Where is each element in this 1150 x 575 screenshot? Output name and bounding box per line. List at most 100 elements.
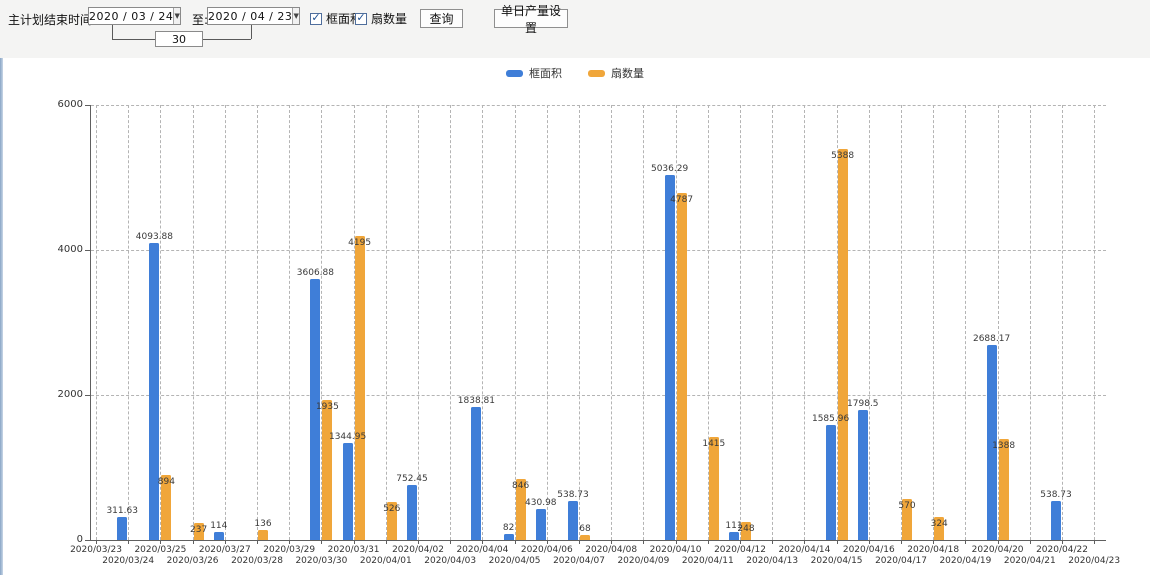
- bar-fan-count: [708, 437, 719, 540]
- frame-area-checkbox-label: 框面积: [326, 12, 363, 26]
- y-tick-label: 0: [76, 534, 83, 545]
- x-axis-tick: [643, 540, 645, 544]
- x-axis-tick: [611, 540, 613, 544]
- x-axis-tick: [868, 540, 870, 544]
- checkbox-frame-area[interactable]: ✓ 框面积: [310, 10, 362, 27]
- x-axis-tick: [257, 540, 258, 544]
- bar-fan-count: [741, 522, 751, 540]
- to-label: 至:: [192, 13, 209, 27]
- bar-fan-count: [386, 501, 397, 540]
- bracket-left-vertical: [112, 25, 113, 39]
- bar-value-label: 1388: [992, 441, 1016, 452]
- x-tick-label: 2020/04/09: [617, 556, 670, 566]
- bar-value-label: 324: [930, 518, 948, 529]
- x-gridline: [965, 105, 967, 540]
- y-tick-label: 4000: [57, 244, 83, 255]
- bar-value-label: 570: [898, 500, 916, 511]
- x-gridline: [579, 105, 580, 540]
- frame-area-checkbox-box[interactable]: ✓: [310, 12, 322, 25]
- date-to-dropdown-icon[interactable]: ▼: [292, 8, 299, 24]
- x-gridline: [1062, 105, 1063, 540]
- x-tick-label: 2020/03/30: [295, 556, 348, 566]
- x-tick-label: 2020/04/18: [907, 545, 960, 555]
- x-tick-label: 2020/03/26: [166, 556, 219, 566]
- days-between-input[interactable]: 30: [155, 31, 203, 47]
- bar-value-label: 237: [190, 524, 208, 535]
- x-axis-tick: [1062, 540, 1063, 544]
- x-tick-label: 2020/04/16: [842, 545, 895, 555]
- x-axis-tick: [546, 540, 548, 544]
- x-axis-tick: [772, 540, 774, 544]
- bar-value-label: 526: [383, 503, 401, 514]
- x-tick-label: 2020/04/14: [778, 545, 831, 555]
- bar-frame-area: [535, 508, 546, 540]
- fan-count-checkbox-box[interactable]: ✓: [355, 12, 367, 25]
- x-gridline: [160, 105, 162, 540]
- bar-fan-count: [837, 149, 848, 540]
- x-axis-tick: [1029, 540, 1031, 544]
- x-axis-tick: [418, 540, 419, 544]
- x-axis-tick: [224, 540, 226, 544]
- date-from-dropdown-icon[interactable]: ▼: [173, 8, 180, 24]
- x-gridline: [224, 105, 226, 540]
- daily-output-settings-button[interactable]: 单日产量设置: [494, 4, 568, 35]
- bar-value-label: 4787: [670, 194, 694, 205]
- x-tick-label: 2020/04/12: [714, 545, 766, 555]
- legend-label-fan-count: 扇数量: [611, 67, 644, 80]
- x-tick-label: 2020/04/13: [746, 556, 799, 566]
- x-axis-tick: [579, 540, 580, 544]
- legend-item-frame-area[interactable]: 框面积: [506, 65, 562, 81]
- bar-fan-count: [193, 522, 204, 540]
- date-to-picker[interactable]: 2020 / 04 / 23 ▼: [207, 7, 300, 25]
- toolbar: 主计划结束时间: 2020 / 03 / 24 ▼ 至: 2020 / 04 /…: [0, 0, 1150, 58]
- query-button[interactable]: 查询: [420, 9, 463, 28]
- date-from-picker[interactable]: 2020 / 03 / 24 ▼: [88, 7, 181, 25]
- fan-count-checkbox-label: 扇数量: [371, 12, 408, 26]
- x-gridline: [482, 105, 484, 540]
- x-axis-tick: [836, 540, 838, 544]
- x-gridline: [385, 105, 387, 540]
- x-gridline: [128, 105, 130, 540]
- date-to-value[interactable]: 2020 / 04 / 23: [208, 9, 293, 23]
- bar-value-label: 1798.5: [847, 398, 879, 409]
- bar-value-label: 430.98: [525, 497, 557, 508]
- bar-value-label: 1935: [315, 401, 339, 412]
- x-gridline: [96, 105, 97, 540]
- x-axis-tick: [385, 540, 387, 544]
- window-left-edge: [0, 0, 3, 575]
- x-tick-label: 2020/04/15: [810, 556, 863, 566]
- bar-value-label: 114: [210, 520, 228, 531]
- x-gridline: [997, 105, 999, 540]
- bar-value-label: 1415: [702, 439, 726, 450]
- y-axis-tick: [85, 395, 90, 396]
- x-tick-label: 2020/03/31: [327, 545, 380, 555]
- legend-swatch-frame-area: [506, 69, 523, 77]
- x-gridline: [1094, 105, 1096, 540]
- x-tick-label: 2020/04/10: [649, 545, 702, 555]
- bar-frame-area: [342, 442, 353, 540]
- x-tick-label: 2020/04/06: [520, 545, 573, 555]
- bar-value-label: 846: [512, 480, 530, 491]
- x-tick-label: 2020/04/20: [971, 545, 1024, 555]
- x-gridline: [740, 105, 741, 540]
- date-from-value[interactable]: 2020 / 03 / 24: [89, 9, 174, 23]
- x-tick-label: 2020/03/24: [102, 556, 155, 566]
- bar-frame-area: [986, 345, 997, 540]
- x-gridline: [321, 105, 323, 540]
- x-tick-label: 2020/04/19: [939, 556, 992, 566]
- x-axis-tick: [514, 540, 516, 544]
- checkbox-fan-count[interactable]: ✓ 扇数量: [355, 10, 407, 27]
- bracket-left-horizontal: [112, 39, 155, 40]
- y-gridline: [91, 250, 1106, 251]
- x-gridline: [546, 105, 548, 540]
- x-gridline: [353, 105, 355, 540]
- x-tick-label: 2020/03/25: [134, 545, 187, 555]
- bar-value-label: 248: [737, 524, 755, 535]
- bar-frame-area: [825, 425, 836, 540]
- bar-frame-area: [664, 174, 675, 540]
- x-tick-label: 2020/03/28: [231, 556, 283, 566]
- bar-frame-area: [568, 500, 578, 540]
- x-axis-tick: [740, 540, 741, 544]
- x-tick-label: 2020/03/27: [198, 545, 251, 555]
- legend-item-fan-count[interactable]: 扇数量: [588, 65, 644, 81]
